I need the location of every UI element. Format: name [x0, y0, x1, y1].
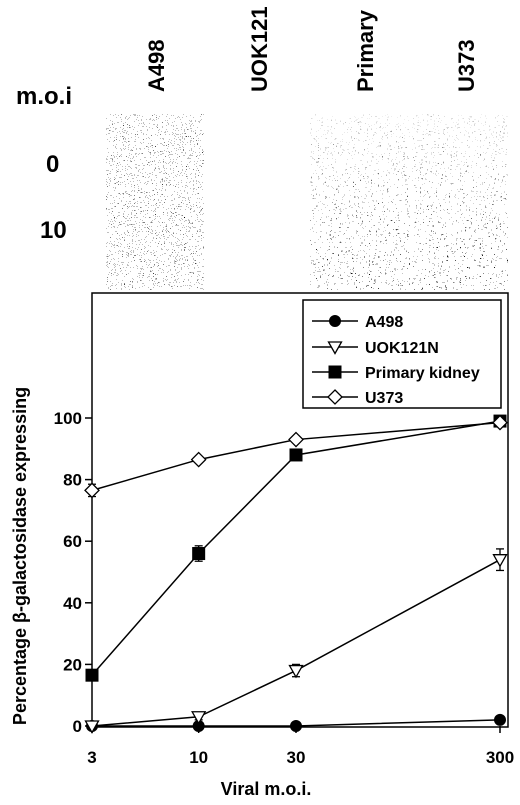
series-primary-kidney: [85, 414, 507, 682]
point-u373-3: [84, 482, 100, 499]
row-label-0: 0: [46, 151, 59, 178]
point-uok121n-300: [492, 554, 508, 568]
micrograph-panel: m.o.i 0 10 A498 UOK121 Primary U373: [16, 6, 508, 290]
point-uok121n-30: [288, 664, 304, 679]
micrograph-image-uok121: [206, 114, 308, 290]
x-tick-label-3: 3: [87, 748, 96, 767]
column-label-primary: Primary: [353, 9, 378, 92]
series-layer: [84, 414, 508, 734]
x-tick-label-300: 300: [486, 748, 514, 767]
x-tick-label-30: 30: [287, 748, 306, 767]
micrograph-image-u373: [412, 114, 508, 290]
series-u373: [84, 414, 508, 499]
legend: A498 UOK121N Primary kidney U373: [302, 299, 502, 409]
micrograph-image-a498: [106, 114, 204, 290]
legend-marks: [312, 315, 358, 405]
row-label-10: 10: [40, 217, 67, 244]
y-tick-label-60: 60: [63, 532, 82, 551]
point-a498-30: [290, 720, 302, 732]
legend-marker-u373: [327, 389, 343, 405]
legend-label-a498: A498: [365, 314, 403, 331]
series-uok121n: [84, 548, 508, 734]
y-tick-label-80: 80: [63, 471, 82, 490]
y-tick-label-100: 100: [54, 409, 82, 428]
y-tick-label-20: 20: [63, 655, 82, 674]
point-uok121n-3: [84, 720, 100, 734]
column-label-u373: U373: [454, 39, 479, 92]
micrograph-image-primary: [310, 114, 410, 290]
series-a498: [86, 713, 506, 732]
series-line-a498: [92, 719, 501, 727]
column-label-uok121: UOK121: [247, 6, 272, 92]
y-tick-label-0: 0: [73, 717, 82, 736]
chart: 0 20 40 60 80 100 3 10 30 300 Percentage β-galact…: [10, 292, 515, 799]
series-line-u373: [91, 421, 501, 492]
point-uok121n-10: [191, 711, 207, 725]
x-axis-title: Viral m.o.i.: [221, 779, 312, 799]
point-primary-kidney-30: [289, 448, 303, 462]
series-line-primary-kidney: [91, 420, 501, 676]
point-a498-300: [494, 713, 506, 726]
point-primary-kidney-3: [85, 668, 99, 682]
axes: 0 20 40 60 80 100 3 10 30 300: [54, 409, 515, 767]
point-primary-kidney-10: [192, 547, 206, 561]
legend-label-primary-kidney: Primary kidney: [365, 365, 480, 382]
moi-label: m.o.i: [16, 83, 72, 110]
column-label-a498: A498: [144, 39, 169, 92]
series-line-uok121n: [91, 559, 501, 727]
legend-label-u373: U373: [365, 390, 403, 407]
y-tick-label-40: 40: [63, 594, 82, 613]
legend-marker-primary-kidney: [328, 365, 342, 379]
legend-label-uok121n: UOK121N: [365, 340, 439, 357]
y-axis-title: Percentage β-galactosidase expressing: [10, 387, 30, 725]
legend-marker-uok121n: [327, 341, 343, 355]
x-tick-label-10: 10: [189, 748, 208, 767]
point-u373-300: [492, 414, 508, 431]
point-u373-10: [190, 451, 207, 468]
legend-marker-a498: [329, 315, 341, 327]
point-u373-30: [288, 431, 304, 448]
